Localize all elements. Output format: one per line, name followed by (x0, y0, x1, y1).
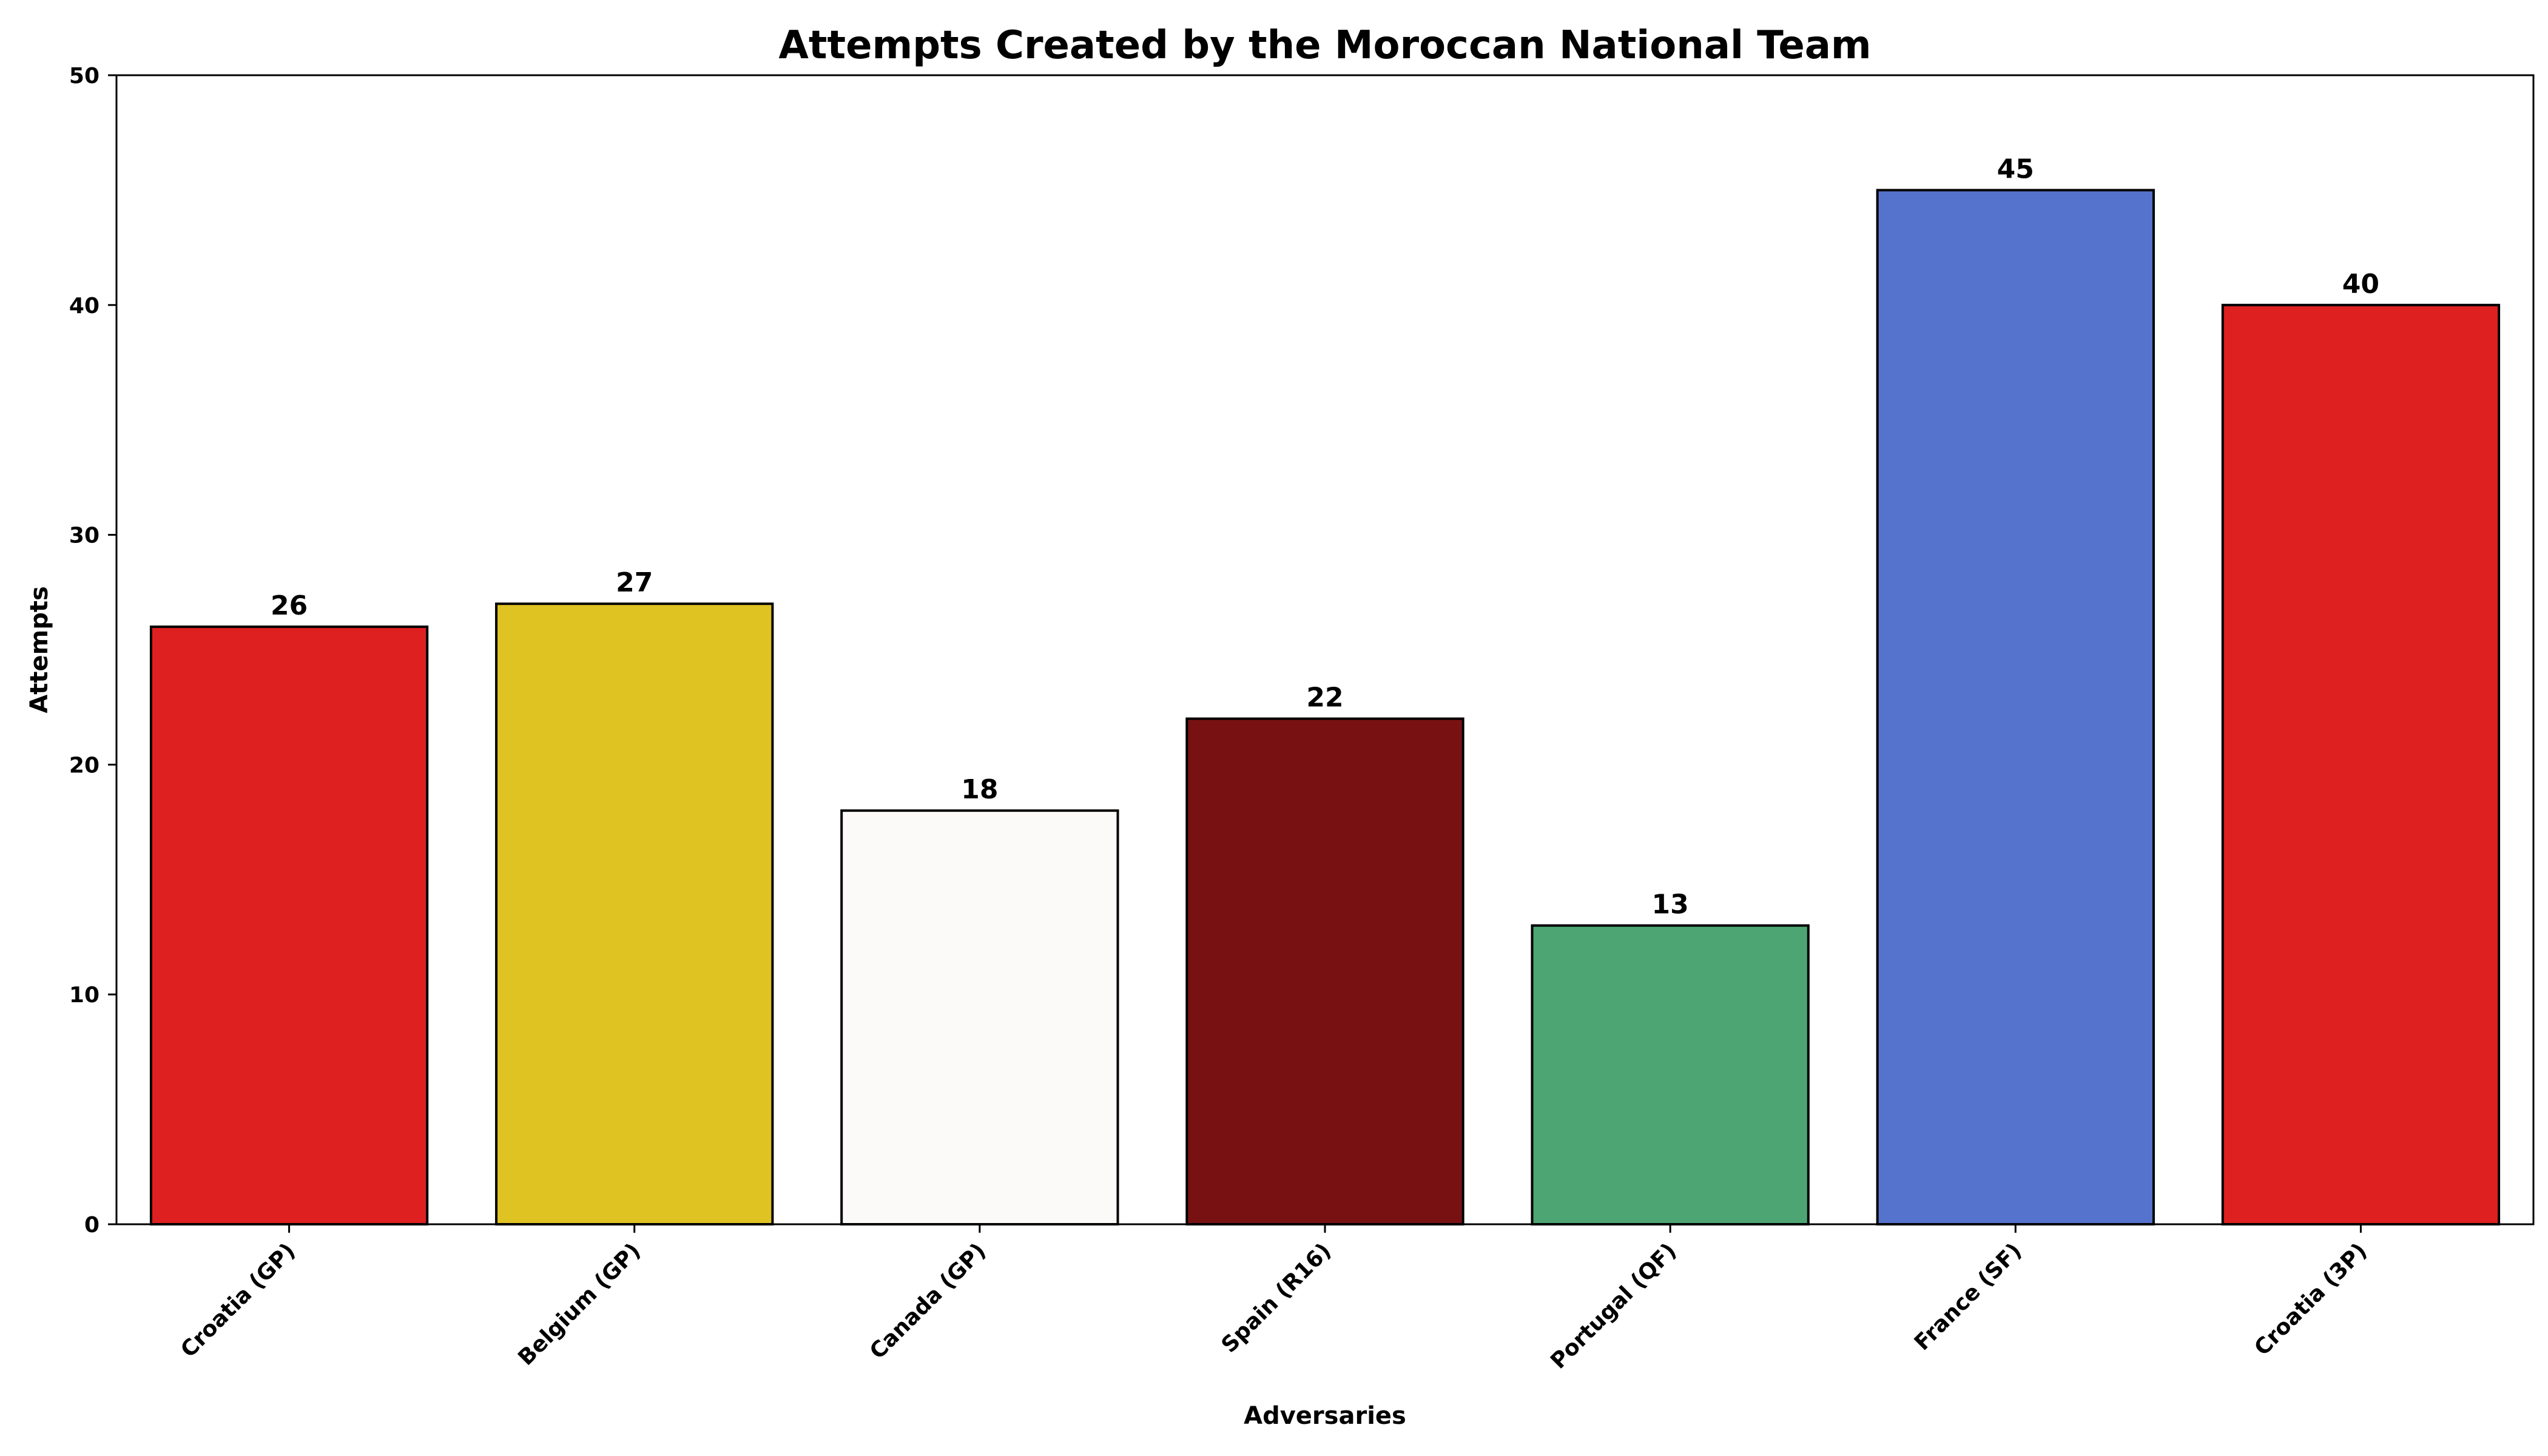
bar-value-label: 45 (1997, 153, 2034, 184)
bar-value-label: 27 (616, 567, 653, 598)
x-tick-label: Croatia (3P) (2250, 1238, 2371, 1360)
bars (149, 189, 2501, 1226)
bar (840, 809, 1119, 1226)
y-axis-ticks: 0 10 20 30 40 50 (69, 64, 116, 1238)
bar (495, 602, 774, 1225)
x-tick-label: Belgium (GP) (513, 1238, 645, 1370)
x-tick-label: Croatia (GP) (176, 1238, 300, 1363)
bar (149, 625, 429, 1225)
y-tick-label: 30 (69, 524, 99, 548)
x-tick-label: Canada (GP) (865, 1238, 991, 1364)
plot-area-frame (115, 74, 2535, 1225)
x-tick-label: Portugal (QF) (1546, 1238, 1681, 1373)
bar-value-label: 40 (2342, 269, 2379, 300)
x-tick-label: Spain (R16) (1217, 1238, 1336, 1358)
bar (1876, 189, 2155, 1225)
bar-value-label: 26 (271, 590, 308, 621)
x-tick-label: France (SF) (1910, 1238, 2027, 1355)
bar-value-label: 18 (961, 774, 998, 805)
bar (1185, 717, 1464, 1225)
y-tick-label: 40 (69, 294, 99, 318)
value-labels: 26 27 18 22 13 45 40 (271, 153, 2379, 920)
y-tick-label: 0 (84, 1213, 99, 1238)
x-axis-ticks: Croatia (GP) Belgium (GP) Canada (GP) Spain… (176, 1224, 2372, 1374)
bar (1531, 924, 1810, 1226)
x-axis-label: Adversaries (1244, 1402, 1406, 1430)
bar-value-label: 13 (1652, 889, 1689, 920)
y-tick-label: 50 (69, 64, 99, 89)
bar (2221, 303, 2501, 1225)
y-tick-label: 20 (69, 753, 99, 778)
chart-title: Attempts Created by the Moroccan Nationa… (778, 23, 1871, 68)
y-axis-label: Attempts (25, 586, 53, 713)
bar-value-label: 22 (1306, 682, 1343, 713)
y-tick-label: 10 (69, 983, 99, 1008)
